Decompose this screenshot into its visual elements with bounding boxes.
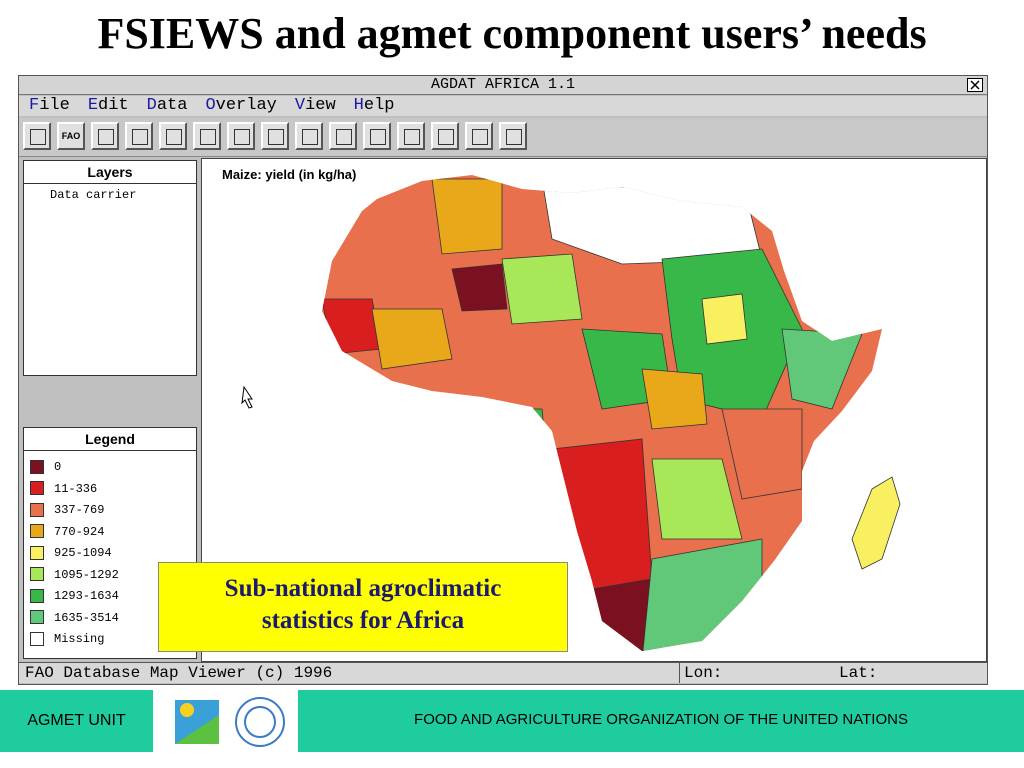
legend-row: 1095-1292 <box>30 567 119 583</box>
tool-button[interactable] <box>227 122 255 150</box>
status-lat: Lat: <box>839 664 878 682</box>
tool-button[interactable] <box>125 122 153 150</box>
legend-row: 770-924 <box>30 524 104 540</box>
tool-icon <box>472 129 488 145</box>
legend-label: 770-924 <box>54 524 105 539</box>
tool-icon <box>506 129 522 145</box>
tool-icon <box>268 129 284 145</box>
slide-title: FSIEWS and agmet component users’ needs <box>97 9 927 58</box>
legend-swatch <box>30 610 44 625</box>
tool-icon <box>336 129 352 145</box>
layer-list: Data carrier <box>24 184 196 202</box>
tool-icon <box>132 129 148 145</box>
status-bar: FAO Database Map Viewer (c) 1996 Lon: La… <box>19 662 987 683</box>
legend-row: 925-1094 <box>30 545 112 561</box>
legend-swatch <box>30 588 44 603</box>
fao-logo-inner <box>244 706 276 738</box>
app-window: AGDAT AFRICA 1.1 File Edit Data Overlay View… <box>18 75 988 685</box>
tool-button[interactable] <box>159 122 187 150</box>
legend-title: Legend <box>24 428 196 451</box>
menu-item[interactable]: Data <box>146 96 188 115</box>
legend-label: 1635-3514 <box>54 610 119 625</box>
status-app: FAO Database Map Viewer (c) 1996 <box>25 664 333 682</box>
legend-label: 11-336 <box>54 481 98 496</box>
tool-button[interactable] <box>193 122 221 150</box>
tool-icon <box>404 129 420 145</box>
window-title: AGDAT AFRICA 1.1 <box>430 76 576 93</box>
menu-item[interactable]: Help <box>353 96 395 115</box>
tool-icon <box>30 129 46 145</box>
legend-row: Missing <box>30 631 104 647</box>
callout-line: Sub-national agroclimatic <box>224 575 502 602</box>
legend-swatch <box>30 631 44 646</box>
callout: Sub-national agroclimatic statistics for… <box>158 562 568 652</box>
status-lon: Lon: <box>679 663 722 683</box>
legend-row: 337-769 <box>30 502 104 518</box>
legend-label: 0 <box>54 460 62 474</box>
legend-label: 1095-1292 <box>54 567 119 582</box>
tool-button[interactable] <box>91 122 119 150</box>
tool-icon <box>234 129 250 145</box>
layers-panel: Layers Data carrier <box>23 160 197 376</box>
menu-item[interactable]: Edit <box>87 96 129 115</box>
callout-line: statistics for Africa <box>261 607 465 634</box>
tool-button[interactable] <box>465 122 493 150</box>
title-bar: AGDAT AFRICA 1.1 <box>19 76 987 95</box>
legend-swatch <box>30 481 44 496</box>
map-label: Maize: yield (in kg/ha) <box>222 167 357 182</box>
legend-swatch <box>30 545 44 560</box>
legend-swatch <box>30 502 44 517</box>
footer-logos <box>175 697 285 747</box>
menu-item[interactable]: Overlay <box>205 96 277 115</box>
legend-label: 1293-1634 <box>54 589 119 603</box>
tool-button[interactable]: FAO <box>57 122 85 150</box>
tool-button[interactable] <box>499 122 527 150</box>
tool-icon <box>200 129 216 145</box>
tool-icon <box>370 129 386 145</box>
menu-item[interactable]: View <box>294 96 336 115</box>
tool-icon <box>98 129 114 145</box>
legend-swatch <box>30 524 44 539</box>
legend-swatch <box>30 459 44 474</box>
footer-unit: AGMET UNIT <box>0 690 153 752</box>
map <box>241 175 901 651</box>
agmet-logo-land <box>175 715 219 744</box>
tool-button[interactable] <box>329 122 357 150</box>
menu-item[interactable]: File <box>29 96 70 115</box>
legend-label: 337-769 <box>54 503 105 517</box>
tool-button[interactable] <box>23 122 51 150</box>
legend-row: 11-336 <box>30 481 97 497</box>
agmet-logo-sun <box>180 703 194 717</box>
tool-icon <box>166 129 182 145</box>
madagascar <box>851 476 901 570</box>
menu-bar: File Edit Data Overlay View Help <box>19 96 987 116</box>
legend-label: 925-1094 <box>54 546 112 560</box>
layers-title: Layers <box>24 161 196 184</box>
tool-button[interactable] <box>397 122 425 150</box>
tool-button[interactable] <box>261 122 289 150</box>
tool-icon <box>438 129 454 145</box>
tool-button[interactable] <box>363 122 391 150</box>
tool-label: FAO <box>61 131 81 141</box>
tool-icon <box>302 129 318 145</box>
layer-item[interactable]: Data carrier <box>50 188 137 202</box>
tool-button[interactable] <box>431 122 459 150</box>
toolbar: FAO <box>19 118 987 157</box>
tool-button[interactable] <box>295 122 323 150</box>
close-button[interactable] <box>967 78 983 92</box>
close-icon <box>970 80 980 90</box>
mouse-cursor <box>241 385 253 409</box>
legend-row: 1635-3514 <box>30 610 119 626</box>
legend-row: 1293-1634 <box>30 588 119 604</box>
footer-organization: FOOD AND AGRICULTURE ORGANIZATION OF THE… <box>298 690 1024 752</box>
fao-logo <box>235 697 285 747</box>
legend-swatch <box>30 567 44 582</box>
legend-label: Missing <box>54 632 105 646</box>
legend-row: 0 <box>30 459 61 475</box>
